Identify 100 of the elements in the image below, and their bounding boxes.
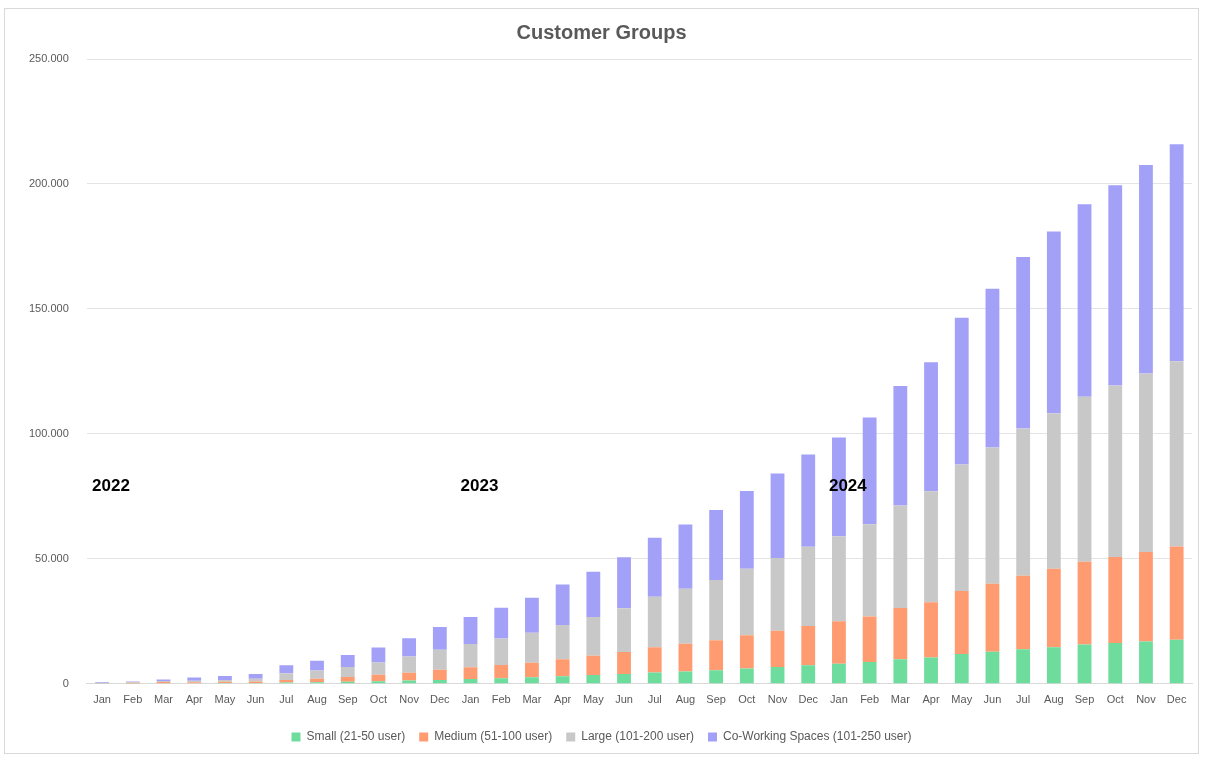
bar: [924, 491, 938, 603]
bar: [432, 669, 447, 680]
bar: [1169, 639, 1184, 684]
bar: [709, 670, 724, 684]
bar: [1016, 256, 1031, 429]
bar: [678, 524, 693, 589]
bar: [1108, 185, 1123, 386]
y-tick-label: 250.000: [29, 52, 69, 65]
bar: [340, 667, 355, 678]
bar: [709, 510, 724, 581]
bar: [402, 672, 417, 681]
bar: [770, 667, 785, 684]
bar: [801, 665, 816, 684]
bar: [770, 473, 785, 559]
bar: [862, 616, 877, 663]
bar: [739, 635, 754, 669]
bar: [463, 644, 478, 668]
bar: [954, 464, 969, 592]
bar: [893, 385, 908, 506]
bar: [893, 659, 908, 684]
bar: [1169, 361, 1184, 547]
x-tick-label: Nov: [767, 693, 788, 706]
x-tick-label: Oct: [738, 693, 756, 706]
x-tick-label: Aug: [675, 693, 696, 706]
bar: [647, 537, 662, 597]
x-tick-label: Oct: [369, 693, 387, 706]
legend-label: Co-Working Spaces (101-250 user): [722, 729, 912, 744]
bar: [525, 597, 539, 633]
bar: [1139, 373, 1153, 553]
bar: [586, 655, 601, 676]
x-tick-label: Nov: [399, 693, 420, 706]
x-tick-label: Jul: [279, 693, 294, 706]
bar: [494, 638, 509, 666]
x-tick-label: Dec: [1166, 693, 1187, 706]
bar: [1046, 413, 1061, 569]
bar: [1077, 204, 1092, 397]
x-tick-label: Sep: [706, 693, 726, 706]
bar: [1169, 546, 1184, 640]
bar: [1108, 643, 1123, 684]
x-tick-label: Mar: [890, 693, 911, 706]
bar: [832, 536, 846, 622]
x-tick-label: Aug: [307, 693, 327, 706]
bar: [1077, 561, 1092, 645]
y-tick-label: 150.000: [29, 301, 69, 314]
bar: [647, 672, 662, 684]
bar: [832, 621, 846, 664]
x-tick-label: Jan: [461, 693, 480, 706]
bar: [770, 558, 785, 631]
bar: [463, 617, 478, 645]
bar: [1016, 649, 1031, 684]
x-tick-label: Jul: [647, 693, 662, 706]
bar: [1046, 647, 1061, 684]
bar: [954, 591, 969, 655]
x-tick-label: Mar: [522, 693, 542, 706]
bar: [371, 662, 386, 675]
annotation: 2022: [92, 476, 130, 496]
y-tick-label: 0: [62, 676, 69, 689]
bar: [1139, 552, 1153, 642]
bar: [310, 670, 324, 679]
bar: [555, 659, 570, 677]
legend-label: Small (21-50 user): [306, 729, 406, 744]
bar: [924, 362, 938, 492]
x-tick-label: Apr: [922, 693, 940, 706]
bar: [371, 647, 386, 663]
x-tick-label: Jun: [983, 693, 1002, 706]
bar: [924, 657, 938, 684]
bar: [709, 640, 724, 671]
bar: [801, 546, 816, 627]
annotation: 2023: [460, 476, 499, 496]
bar: [617, 674, 631, 684]
bar: [1016, 575, 1031, 650]
bar: [1139, 164, 1153, 374]
x-tick-label: Sep: [1074, 693, 1095, 706]
bar: [340, 655, 355, 668]
bar: [617, 608, 631, 653]
x-tick-label: Dec: [798, 693, 819, 706]
bar: [402, 638, 417, 657]
bar: [586, 617, 601, 656]
bar: [678, 588, 693, 644]
bar: [525, 677, 539, 684]
bar: [1108, 385, 1123, 558]
x-tick-label: Mar: [154, 693, 174, 706]
x-tick-label: Jun: [246, 693, 265, 706]
bar: [432, 627, 447, 650]
bar: [801, 626, 816, 666]
x-tick-label: Dec: [430, 693, 451, 706]
bar: [1046, 568, 1061, 648]
bar: [893, 505, 908, 609]
bar: [801, 454, 816, 547]
bar: [678, 643, 693, 672]
x-tick-label: Jan: [830, 693, 848, 706]
bar: [739, 668, 754, 684]
bar: [832, 663, 846, 684]
bar: [739, 491, 754, 569]
x-tick-label: Jan: [93, 693, 111, 706]
bar: [770, 630, 785, 668]
bar: [985, 583, 1000, 652]
bar: [709, 580, 724, 641]
x-tick-label: Feb: [123, 693, 143, 706]
x-tick-label: May: [582, 693, 605, 706]
